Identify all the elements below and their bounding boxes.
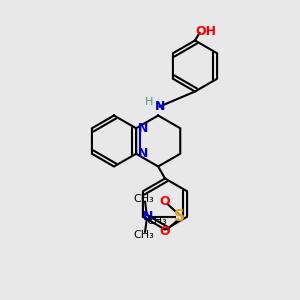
Text: N: N: [143, 210, 153, 223]
Text: O: O: [159, 225, 170, 238]
Text: N: N: [137, 147, 148, 160]
Text: CH₃: CH₃: [133, 194, 154, 204]
Text: N: N: [154, 100, 165, 113]
Text: H: H: [145, 97, 153, 107]
Text: O: O: [159, 195, 170, 208]
Text: S: S: [174, 209, 185, 224]
Text: N: N: [137, 122, 148, 135]
Text: CH₃: CH₃: [133, 230, 154, 240]
Text: CH₃: CH₃: [146, 216, 167, 226]
Text: OH: OH: [195, 25, 216, 38]
